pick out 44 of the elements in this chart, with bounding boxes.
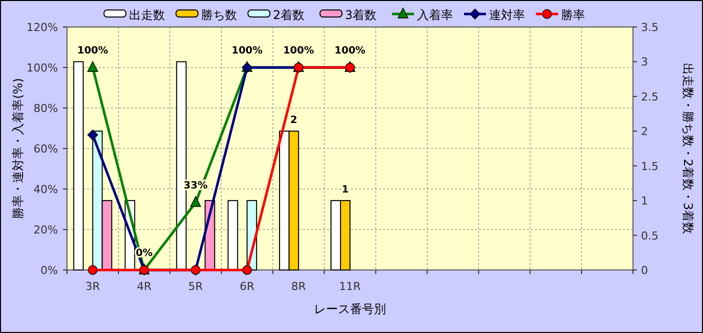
data-label: 2	[290, 115, 298, 126]
y-tick-label: 100%	[26, 62, 58, 74]
y-tick-label: 40%	[34, 183, 58, 196]
x-tick-label: 11R	[339, 280, 362, 293]
y2-tick-label: 1.5	[641, 160, 658, 173]
x-tick-label: 5R	[188, 280, 204, 293]
y-tick-label: 20%	[34, 224, 58, 236]
data-label: 100%	[283, 46, 314, 56]
point	[190, 196, 201, 207]
y2-tick-label: 2.5	[641, 90, 658, 104]
point	[87, 61, 98, 72]
y2-tick-label: 0.5	[641, 229, 658, 242]
y-tick-label: 0%	[40, 264, 58, 277]
legend-label: 連対率	[489, 8, 525, 22]
y2-tick-label: 2	[641, 125, 648, 138]
data-label: 1	[342, 184, 349, 196]
y2-axis-title: 出走数・勝ち数・2着数・3着数	[681, 62, 695, 234]
point	[87, 130, 98, 140]
x-axis-title: レース番号別	[314, 302, 386, 316]
data-label: 100%	[232, 46, 263, 56]
legend-label: 入着率	[417, 8, 453, 22]
y-tick-label: 120%	[26, 21, 58, 34]
legend-label: 勝ち数	[201, 8, 237, 22]
x-tick-label: 6R	[240, 280, 255, 293]
x-tick-label: 3R	[85, 280, 100, 293]
legend-label: 2着数	[273, 8, 305, 22]
y2-tick-label: 3	[641, 56, 648, 69]
bar	[228, 200, 238, 270]
y-axis-title: 勝率・連対率・入着率(%)	[11, 78, 25, 219]
data-label: 100%	[334, 46, 366, 56]
data-label: 100%	[77, 46, 108, 56]
y2-tick-label: 1	[641, 194, 648, 208]
x-tick-label: 8R	[291, 280, 306, 293]
y2-tick-label: 3.5	[641, 21, 658, 34]
legend-label: 出走数	[129, 8, 165, 22]
point	[88, 265, 98, 275]
point	[242, 265, 252, 275]
y-tick-label: 60%	[34, 142, 58, 156]
y-tick-label: 80%	[34, 102, 58, 115]
legend-label: 3着数	[345, 8, 377, 22]
x-tick-label: 4R	[136, 280, 152, 293]
bar	[73, 61, 84, 270]
legend-label: 勝率	[561, 8, 585, 22]
y2-tick-label: 0	[641, 264, 648, 277]
